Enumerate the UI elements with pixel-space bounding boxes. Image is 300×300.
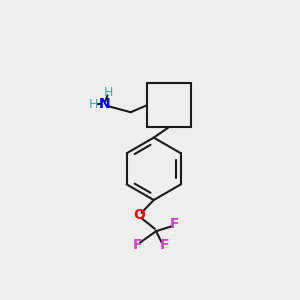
Text: H: H xyxy=(104,86,113,99)
Text: F: F xyxy=(133,238,142,252)
Text: O: O xyxy=(133,208,145,222)
Text: F: F xyxy=(170,217,179,231)
Text: H: H xyxy=(89,98,98,111)
Text: N: N xyxy=(98,97,110,111)
Text: F: F xyxy=(159,238,169,252)
